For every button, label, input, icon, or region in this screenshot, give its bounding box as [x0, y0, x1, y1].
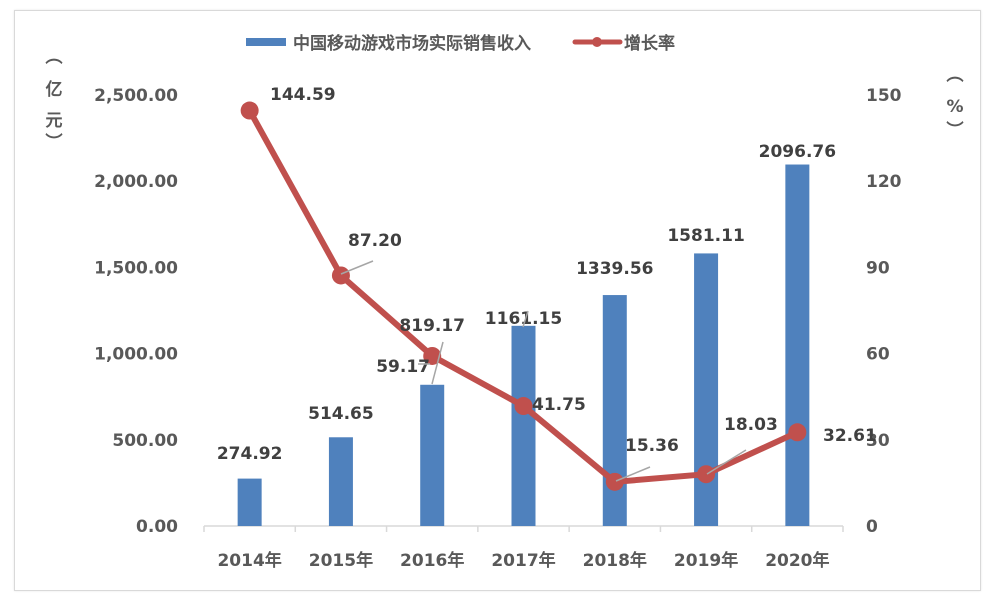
x-tick-label: 2019年 — [674, 550, 738, 571]
bar — [420, 384, 445, 526]
right-axis-unit-label: ︵% ︶ — [946, 65, 963, 141]
legend-line-marker — [592, 37, 602, 47]
right-tick-label: 90 — [866, 258, 890, 278]
left-axis-unit-label: ︵ 亿元︶ — [46, 47, 63, 153]
x-axis: 2014年 2015年 2016年 2017年 2018年 2019年 2020年 — [203, 525, 844, 571]
left-tick-label: 1,500.00 — [94, 258, 178, 278]
x-tick-label: 2017年 — [491, 550, 555, 571]
leader-line — [706, 449, 747, 475]
bar-value-label: 1161.15 — [485, 309, 562, 329]
x-tick-label: 2018年 — [583, 550, 647, 571]
left-tick-label: 0.00 — [136, 517, 178, 537]
left-axis-ticks: 0.00 500.00 1,000.00 1,500.00 2,000.00 2,500.… — [94, 86, 178, 537]
line-marker — [788, 423, 807, 442]
line-marker — [423, 346, 442, 365]
right-tick-label: 150 — [866, 86, 902, 106]
left-tick-label: 500.00 — [112, 431, 178, 451]
bar-value-label: 1581.11 — [667, 226, 744, 246]
x-tick-label: 2016年 — [400, 550, 464, 571]
bar-value-label: 514.65 — [308, 404, 374, 424]
growth-value-label: 32.61 — [823, 426, 877, 446]
right-unit-char: ︶ — [947, 120, 964, 141]
x-tick-label: 2014年 — [217, 550, 281, 571]
bar — [602, 295, 627, 526]
growth-value-label: 41.75 — [532, 395, 586, 415]
bar-value-label: 2096.76 — [759, 142, 836, 162]
right-tick-label: 60 — [866, 345, 890, 365]
right-tick-label: 0 — [866, 517, 878, 537]
right-unit-char: % — [946, 97, 963, 117]
chart-frame — [14, 10, 981, 591]
x-tick-label: 2015年 — [309, 550, 373, 571]
leader-line — [431, 341, 444, 385]
legend-line-label: 增长率 — [624, 33, 675, 54]
data-labels: 274.92 514.65 819.17 1161.15 1339.56 1581.11 2… — [217, 85, 877, 482]
bar — [785, 164, 810, 527]
right-tick-label: 120 — [866, 172, 902, 192]
growth-value-label: 144.59 — [270, 85, 336, 105]
line-marker — [514, 397, 533, 416]
right-axis-ticks: 0 30 60 90 120 150 — [866, 86, 902, 537]
x-tick-label: 2020年 — [765, 550, 829, 571]
right-tick-label: 30 — [866, 431, 890, 451]
bar-value-label: 274.92 — [217, 444, 283, 464]
bar-value-label: 819.17 — [399, 316, 465, 336]
line-marker — [331, 266, 350, 285]
bar-series — [237, 164, 810, 527]
left-unit-char: ︵ — [46, 47, 63, 67]
bar — [237, 478, 262, 526]
left-tick-label: 2,000.00 — [94, 172, 178, 192]
growth-value-label: 15.36 — [625, 436, 679, 456]
line-series — [240, 101, 807, 491]
left-unit-char: 亿 — [46, 79, 63, 100]
legend: 中国移动游戏市场实际销售收入 增长率 — [246, 33, 675, 54]
leader-line — [340, 260, 374, 275]
growth-value-label: 59.17 — [376, 357, 430, 377]
right-unit-char: ︵ — [947, 65, 964, 85]
legend-bar-label: 中国移动游戏市场实际销售收入 — [293, 33, 531, 54]
left-tick-label: 2,500.00 — [94, 86, 178, 106]
leader-line — [615, 466, 651, 482]
growth-value-label: 18.03 — [724, 415, 778, 435]
left-unit-char: ︶ — [46, 132, 63, 153]
line-marker — [605, 472, 624, 491]
line-marker — [697, 465, 716, 484]
left-tick-label: 1,000.00 — [94, 345, 178, 365]
bar — [511, 325, 536, 526]
bar-value-label: 1339.56 — [576, 259, 653, 279]
legend-bar-swatch — [246, 38, 286, 46]
leader-line — [522, 310, 529, 328]
bar — [694, 253, 719, 527]
left-unit-char: 元 — [46, 111, 63, 131]
bar — [328, 437, 353, 526]
line-marker — [240, 101, 259, 120]
growth-value-label: 87.20 — [348, 231, 402, 251]
